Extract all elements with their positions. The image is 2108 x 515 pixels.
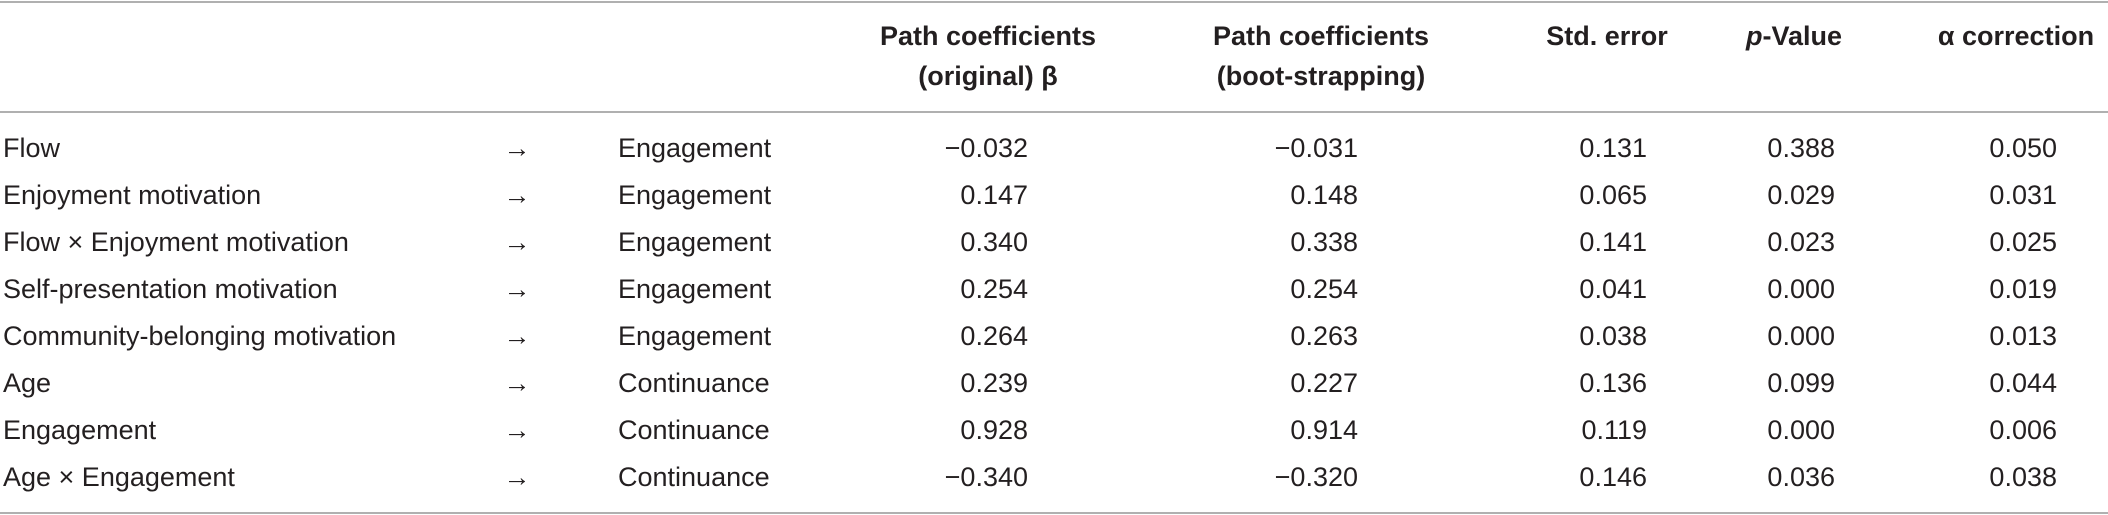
target: Continuance [618,368,770,398]
source: Community-belonging motivation [3,321,397,351]
arrow: → [503,180,531,210]
std-error: 0.141 [1579,227,1647,257]
source: Age × Engagement [3,462,235,492]
arrow: → [503,368,531,398]
beta-boot: 0.254 [1290,274,1358,304]
beta-original: 0.264 [960,321,1028,351]
source: Flow × Enjoyment motivation [3,227,349,257]
source: Self-presentation motivation [3,274,338,304]
header-cell: Path coefficients [879,21,1097,51]
beta-boot: −0.031 [1274,133,1358,163]
target: Continuance [618,462,770,492]
top-rule [0,1,2108,3]
alpha-correction: 0.038 [1989,462,2057,492]
beta-original: 0.340 [960,227,1028,257]
beta-original: 0.928 [960,415,1028,445]
alpha-correction: 0.013 [1989,321,2057,351]
target: Engagement [618,133,772,163]
header-cell: α correction [1937,21,2095,51]
p-value: 0.000 [1767,321,1835,351]
std-error: 0.065 [1579,180,1647,210]
beta-boot: 0.263 [1290,321,1358,351]
source: Age [3,368,52,398]
target: Engagement [618,321,772,351]
p-value: 0.000 [1767,274,1835,304]
std-error: 0.041 [1579,274,1647,304]
header-cell: p-Value [1745,21,1843,51]
beta-original: −0.032 [944,133,1028,163]
bottom-rule [0,512,2108,514]
arrow: → [503,133,531,163]
source: Enjoyment motivation [3,180,262,210]
alpha-correction: 0.025 [1989,227,2057,257]
std-error: 0.119 [1581,415,1647,445]
p-value: 0.099 [1767,368,1835,398]
header-rule [0,111,2108,113]
p-value: 0.029 [1767,180,1835,210]
beta-original: 0.254 [960,274,1028,304]
beta-original: −0.340 [944,462,1028,492]
beta-original: 0.147 [960,180,1028,210]
beta-boot: −0.320 [1274,462,1358,492]
beta-original: 0.239 [960,368,1028,398]
p-value: 0.000 [1767,415,1835,445]
source: Flow [3,133,61,163]
header-cell: (boot-strapping) [1216,61,1426,91]
arrow: → [503,227,531,257]
target: Engagement [618,274,772,304]
beta-boot: 0.227 [1290,368,1358,398]
header-cell: Std. error [1546,21,1668,51]
std-error: 0.146 [1579,462,1647,492]
alpha-correction: 0.044 [1989,368,2057,398]
p-value: 0.388 [1767,133,1835,163]
std-error: 0.131 [1579,133,1647,163]
p-value: 0.023 [1767,227,1835,257]
beta-boot: 0.914 [1290,415,1358,445]
alpha-correction: 0.031 [1989,180,2057,210]
target: Continuance [618,415,770,445]
p-value: 0.036 [1767,462,1835,492]
alpha-correction: 0.019 [1989,274,2057,304]
std-error: 0.136 [1579,368,1647,398]
source: Engagement [3,415,157,445]
target: Engagement [618,180,772,210]
arrow: → [503,321,531,351]
alpha-correction: 0.050 [1989,133,2057,163]
arrow: → [503,415,531,445]
header-cell: (original) β [918,61,1058,91]
arrow: → [503,462,531,492]
std-error: 0.038 [1579,321,1647,351]
arrow: → [503,274,531,304]
beta-boot: 0.338 [1290,227,1358,257]
target: Engagement [618,227,772,257]
alpha-correction: 0.006 [1989,415,2057,445]
beta-boot: 0.148 [1290,180,1358,210]
header-cell: Path coefficients [1212,21,1430,51]
